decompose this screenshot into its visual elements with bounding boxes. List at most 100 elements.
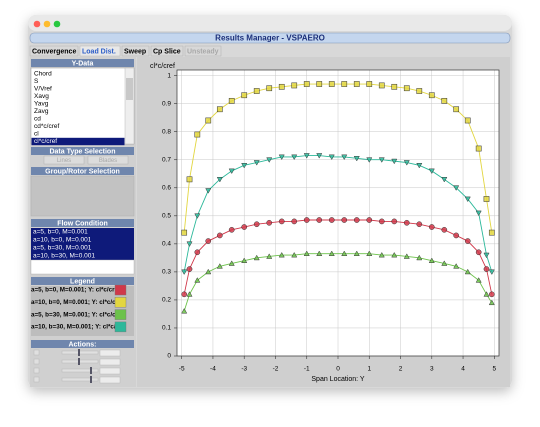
minimize-button[interactable] xyxy=(43,20,51,28)
button[interactable] xyxy=(87,155,129,165)
list-item[interactable]: a=5, b=0, M=0.001 xyxy=(33,229,88,236)
checkbox[interactable] xyxy=(33,349,40,356)
checkbox[interactable] xyxy=(33,358,40,365)
data-point xyxy=(291,154,298,161)
y-tick-label: 0.7 xyxy=(162,156,171,163)
plot-frame xyxy=(176,69,500,357)
tab[interactable] xyxy=(79,45,121,57)
list-item[interactable]: a=10, b=30, M=0.001 xyxy=(33,253,95,260)
data-point xyxy=(228,226,235,233)
data-point xyxy=(391,158,398,165)
data-point xyxy=(366,250,373,256)
data-point xyxy=(181,269,188,275)
x-tick-label: 1 xyxy=(367,366,371,373)
checkbox[interactable] xyxy=(33,376,40,383)
slider-knob[interactable] xyxy=(90,376,92,383)
data-point xyxy=(428,168,435,175)
data-point xyxy=(316,217,323,223)
data-point xyxy=(303,250,310,256)
data-point xyxy=(278,154,285,161)
checkbox[interactable] xyxy=(33,367,40,374)
section-header xyxy=(31,340,134,348)
y-data-list[interactable] xyxy=(30,67,135,145)
data-point xyxy=(403,160,410,166)
plot: 0 0.1 0.2 0.3 0.4 0.5 0.6 0.7 0.8 0.9 1 -5 -4 -3 -2 -1 0… xyxy=(162,70,499,373)
data-point xyxy=(341,217,348,223)
list-item[interactable]: Xavg xyxy=(34,93,49,100)
slider[interactable] xyxy=(61,368,99,373)
data-point xyxy=(181,308,188,314)
data-point xyxy=(403,253,410,259)
tab[interactable] xyxy=(29,45,79,57)
data-point xyxy=(266,157,273,163)
data-point xyxy=(328,81,335,87)
flow-list[interactable] xyxy=(31,228,134,260)
data-point xyxy=(353,250,360,256)
legend-entries: a=5, b=0, M=0.001; Y: cl*c/cref a=10, b=0… xyxy=(31,287,115,331)
zoom-button[interactable] xyxy=(53,20,61,28)
list-item[interactable]: S xyxy=(34,78,39,85)
list-item[interactable]: a=10, b=0, M=0.001 xyxy=(33,237,92,244)
data-point xyxy=(353,81,360,87)
button-label: Blades xyxy=(99,158,117,164)
slider-knob[interactable] xyxy=(78,349,80,356)
data-point xyxy=(441,260,448,266)
input[interactable] xyxy=(99,376,121,384)
data-point xyxy=(441,177,448,183)
section-header xyxy=(31,167,134,175)
data-point xyxy=(316,153,323,159)
data-point xyxy=(428,92,435,99)
data-point xyxy=(228,97,235,104)
data-point xyxy=(253,160,260,166)
button[interactable] xyxy=(43,155,85,165)
tab[interactable] xyxy=(150,45,184,57)
x-tick-label: -1 xyxy=(304,366,310,373)
tab-bar: Convergence Load Dist. Sweep Cp Slice Unstea… xyxy=(29,45,222,57)
input[interactable] xyxy=(99,349,121,357)
list-item[interactable]: cl xyxy=(34,131,39,138)
slider-knob[interactable] xyxy=(90,367,92,374)
data-point xyxy=(403,85,410,92)
input[interactable] xyxy=(99,358,121,366)
data-point xyxy=(316,250,323,256)
window-title: Results Manager - VSPAERO xyxy=(215,34,325,43)
tab-label: Sweep xyxy=(124,48,146,55)
x-tick-label: 5 xyxy=(492,366,496,373)
data-point xyxy=(303,81,310,87)
scroll-thumb[interactable] xyxy=(126,78,133,100)
data-point xyxy=(378,82,385,89)
list-item[interactable]: V/Vref xyxy=(34,86,52,93)
list-item[interactable]: Yavg xyxy=(34,101,49,108)
input[interactable] xyxy=(99,367,121,375)
slider-knob[interactable] xyxy=(78,358,80,365)
slider-knobs xyxy=(78,349,92,383)
list-item[interactable]: Zavg xyxy=(34,108,49,115)
list-item[interactable]: a=5, b=30, M=0.001 xyxy=(33,245,92,252)
list-items: ChordSV/VrefXavgYavgZavgcdcd*c/crefclcl*… xyxy=(31,71,125,145)
list-item[interactable]: cl*c/cref xyxy=(34,138,57,145)
data-point xyxy=(328,154,335,161)
list-item[interactable]: Chord xyxy=(34,71,52,78)
scrollbar[interactable] xyxy=(124,67,135,145)
data-point xyxy=(253,88,260,94)
list-item[interactable]: cd xyxy=(34,116,41,123)
data-point xyxy=(483,196,490,202)
data-point xyxy=(216,232,223,239)
data-point xyxy=(483,252,490,259)
x-tick-label: -5 xyxy=(179,366,185,373)
close-button[interactable] xyxy=(33,20,41,28)
group-list[interactable] xyxy=(30,175,135,217)
y-tick-label: 0.3 xyxy=(162,269,171,276)
data-point xyxy=(453,185,460,191)
slider[interactable] xyxy=(61,377,99,382)
legend-swatch xyxy=(114,309,127,320)
tab[interactable] xyxy=(121,45,150,57)
section-title: Actions: xyxy=(69,341,97,348)
list-item[interactable]: cd*c/cref xyxy=(34,123,59,130)
data-point xyxy=(291,218,298,225)
tab[interactable] xyxy=(184,45,222,57)
title-bar xyxy=(28,15,512,31)
x-tick-label: -3 xyxy=(241,366,247,373)
data-point xyxy=(328,217,335,223)
section-header xyxy=(31,59,134,67)
